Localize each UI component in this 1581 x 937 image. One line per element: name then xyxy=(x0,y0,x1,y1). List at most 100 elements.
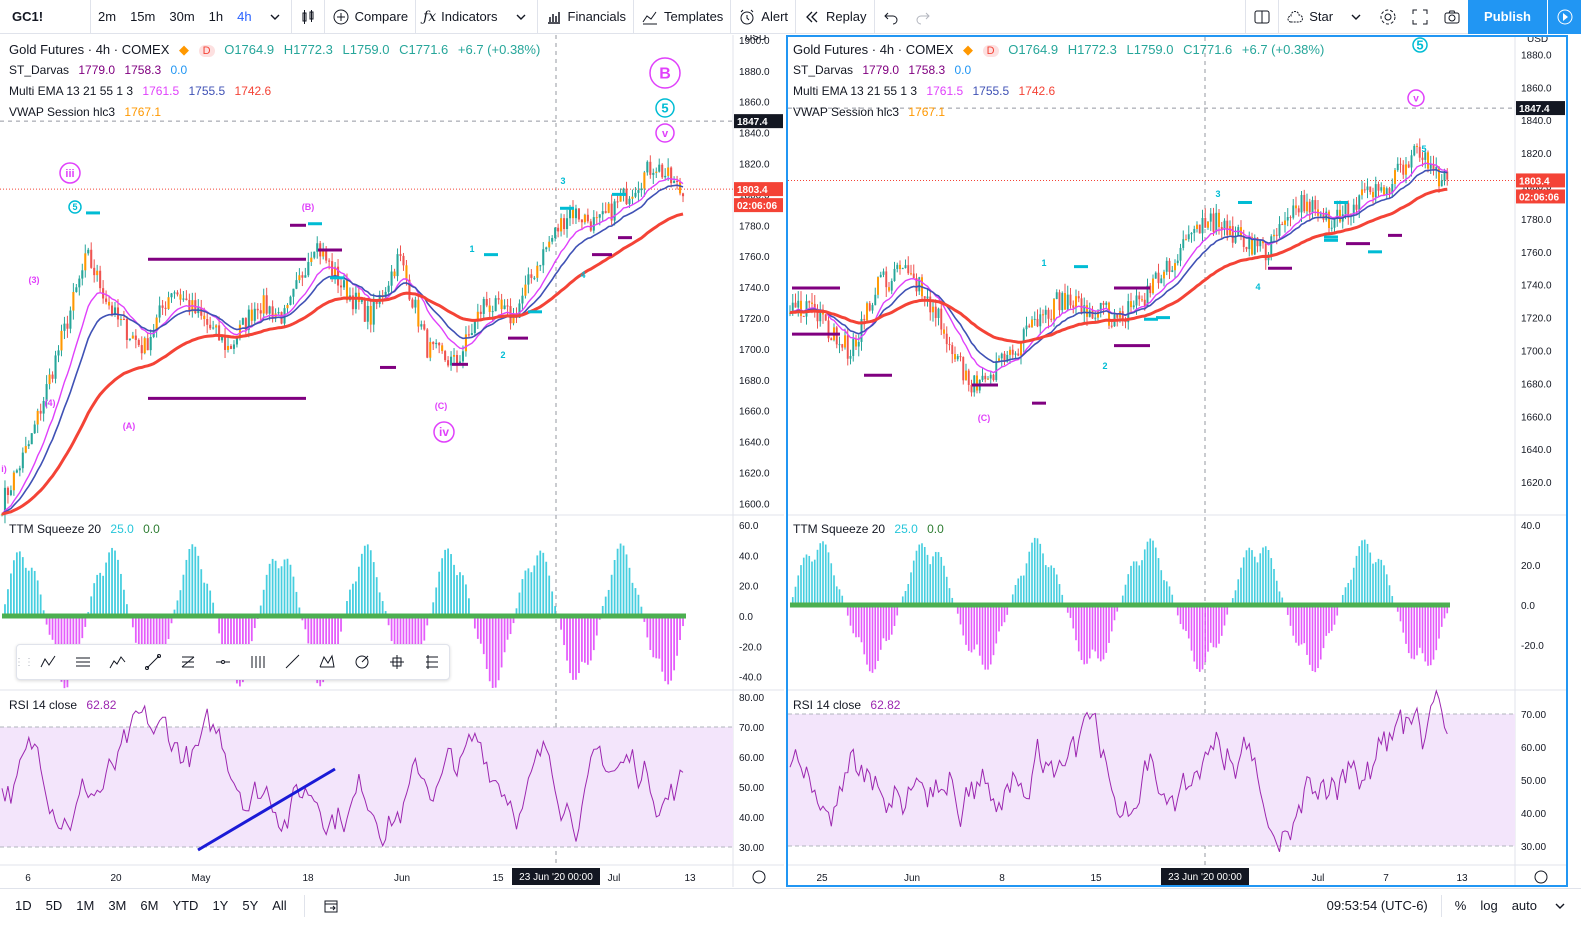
left-symbol-title[interactable]: Gold Futures · 4h · COMEX xyxy=(9,42,170,57)
candle-body xyxy=(435,342,438,345)
bars-pattern-tool[interactable] xyxy=(240,645,275,679)
right-rsi-legend[interactable]: RSI 14 close 62.82 xyxy=(793,698,906,712)
left-chart-canvas[interactable]: 1900.01880.01860.01840.01820.01800.01780… xyxy=(0,35,784,887)
candle-body xyxy=(945,333,948,345)
gear-icon[interactable] xyxy=(1534,870,1548,884)
publish-button[interactable]: Publish xyxy=(1468,0,1547,34)
left-ttm-legend[interactable]: TTM Squeeze 20 25.0 0.0 xyxy=(9,522,166,536)
right-symbol-title[interactable]: Gold Futures · 4h · COMEX xyxy=(793,42,954,57)
candle-body xyxy=(265,295,268,314)
templates-button[interactable]: Templates xyxy=(634,0,730,34)
interval-30m[interactable]: 30m xyxy=(169,9,195,24)
play-button[interactable] xyxy=(1547,0,1581,34)
percent-scale-toggle[interactable]: % xyxy=(1454,898,1467,913)
candle-body xyxy=(1339,209,1341,222)
range-1d[interactable]: 1D xyxy=(15,898,32,913)
date-price-range-tool[interactable] xyxy=(379,645,414,679)
range-all[interactable]: All xyxy=(272,898,287,913)
candle-body xyxy=(212,327,215,329)
elliott-wave-tool[interactable] xyxy=(101,645,136,679)
layout-button[interactable] xyxy=(1246,0,1278,34)
chart-type-button[interactable] xyxy=(292,0,324,34)
candle-body xyxy=(1083,305,1086,314)
separator xyxy=(1440,894,1442,917)
indicator-value: 1767.1 xyxy=(124,105,162,119)
collapse-button[interactable] xyxy=(1544,897,1581,915)
candle-body xyxy=(1031,319,1033,328)
right-chart-pane[interactable]: 1880.0 1860.0 1840.0 1820.0 1800.0 1780.0 1760… xyxy=(786,35,1568,887)
candle-body xyxy=(1295,205,1297,209)
drag-handle[interactable]: ⋮⋮ xyxy=(14,656,34,668)
chevron-down-icon xyxy=(516,14,526,20)
indicators-button[interactable]: ƒx Indicators xyxy=(416,0,504,34)
go-to-date-button[interactable] xyxy=(315,897,347,915)
replay-button[interactable]: Replay xyxy=(796,0,873,34)
wave-label: 5 xyxy=(1421,144,1426,154)
ohlc-high: H1772.3 xyxy=(283,42,333,57)
auto-scale-toggle[interactable]: auto xyxy=(1511,898,1537,913)
clock-timezone[interactable]: 09:53:54 (UTC-6) xyxy=(1326,898,1428,913)
left-rsi-legend[interactable]: RSI 14 close 62.82 xyxy=(9,698,122,712)
drawing-favorites-toolbar[interactable]: ⋮⋮ xyxy=(14,644,450,680)
abcd-pattern-tool[interactable] xyxy=(31,645,66,679)
candle-body xyxy=(188,300,191,312)
layout-dropdown[interactable] xyxy=(1340,0,1372,34)
candle-body xyxy=(637,190,640,193)
candle-body xyxy=(959,356,962,358)
range-3m[interactable]: 3M xyxy=(108,898,127,913)
right-ttm-legend[interactable]: TTM Squeeze 20 25.0 0.0 xyxy=(793,522,950,536)
range-1m[interactable]: 1M xyxy=(76,898,95,913)
left-darvas-legend[interactable]: ST_Darvas 1779.0 1758.3 0.0 xyxy=(9,63,193,77)
right-vwap-legend[interactable]: VWAP Session hlc3 1767.1 xyxy=(793,105,951,119)
candle-body xyxy=(634,192,637,197)
chevron-down-icon xyxy=(270,14,280,20)
settings-button[interactable] xyxy=(1372,0,1404,34)
right-darvas-legend[interactable]: ST_Darvas 1779.0 1758.3 0.0 xyxy=(793,63,977,77)
candle-body xyxy=(494,298,497,312)
projection-tool[interactable] xyxy=(344,645,379,679)
right-chart-canvas[interactable]: 1880.01860.01840.01820.01800.01780.01760… xyxy=(788,37,1566,885)
left-chart-pane[interactable]: 1900.01880.01860.01840.01820.01800.01780… xyxy=(0,35,784,887)
range-1y[interactable]: 1Y xyxy=(212,898,229,913)
compare-button[interactable]: Compare xyxy=(325,0,415,34)
xabcd-pattern-tool[interactable] xyxy=(310,645,345,679)
candle-body xyxy=(1108,302,1110,326)
right-ema-legend[interactable]: Multi EMA 13 21 55 1 3 1761.5 1755.5 174… xyxy=(793,84,1061,98)
left-vwap-legend[interactable]: VWAP Session hlc3 1767.1 xyxy=(9,105,167,119)
candle-body xyxy=(1253,237,1256,255)
symbol-search[interactable]: GC1! xyxy=(12,9,44,24)
candle-body xyxy=(146,338,149,351)
horizontal-ray-tool[interactable] xyxy=(205,645,240,679)
interval-dropdown[interactable] xyxy=(259,0,291,34)
horizontal-lines-tool[interactable] xyxy=(66,645,101,679)
fib-retracement-tool[interactable] xyxy=(170,645,205,679)
candle-body xyxy=(241,318,244,325)
alert-button[interactable]: Alert xyxy=(731,0,795,34)
candle-body xyxy=(1358,195,1361,210)
save-layout-button[interactable]: Star xyxy=(1279,0,1340,34)
redo-button[interactable] xyxy=(907,0,939,34)
fullscreen-button[interactable] xyxy=(1404,0,1436,34)
financials-button[interactable]: Financials xyxy=(538,0,634,34)
snapshot-button[interactable] xyxy=(1436,0,1468,34)
gear-icon[interactable] xyxy=(752,870,766,884)
interval-15m[interactable]: 15m xyxy=(130,9,156,24)
indicators-dropdown[interactable] xyxy=(505,0,537,34)
range-ytd[interactable]: YTD xyxy=(172,898,199,913)
interval-2m[interactable]: 2m xyxy=(98,9,117,24)
rsi-line xyxy=(789,689,1448,852)
interval-4h[interactable]: 4h xyxy=(237,9,252,24)
range-5d[interactable]: 5D xyxy=(45,898,63,913)
range-6m[interactable]: 6M xyxy=(140,898,159,913)
horizontal-lines-icon xyxy=(76,657,91,667)
long-position-tool[interactable] xyxy=(414,645,449,679)
ray-tool[interactable] xyxy=(275,645,310,679)
left-ema-legend[interactable]: Multi EMA 13 21 55 1 3 1761.5 1755.5 174… xyxy=(9,84,277,98)
log-scale-toggle[interactable]: log xyxy=(1480,898,1498,913)
candle-body xyxy=(342,280,346,288)
trend-line-tool[interactable] xyxy=(135,645,170,679)
range-5y[interactable]: 5Y xyxy=(242,898,259,913)
undo-button[interactable] xyxy=(875,0,907,34)
interval-1h[interactable]: 1h xyxy=(208,9,224,24)
candle-body xyxy=(827,320,830,339)
